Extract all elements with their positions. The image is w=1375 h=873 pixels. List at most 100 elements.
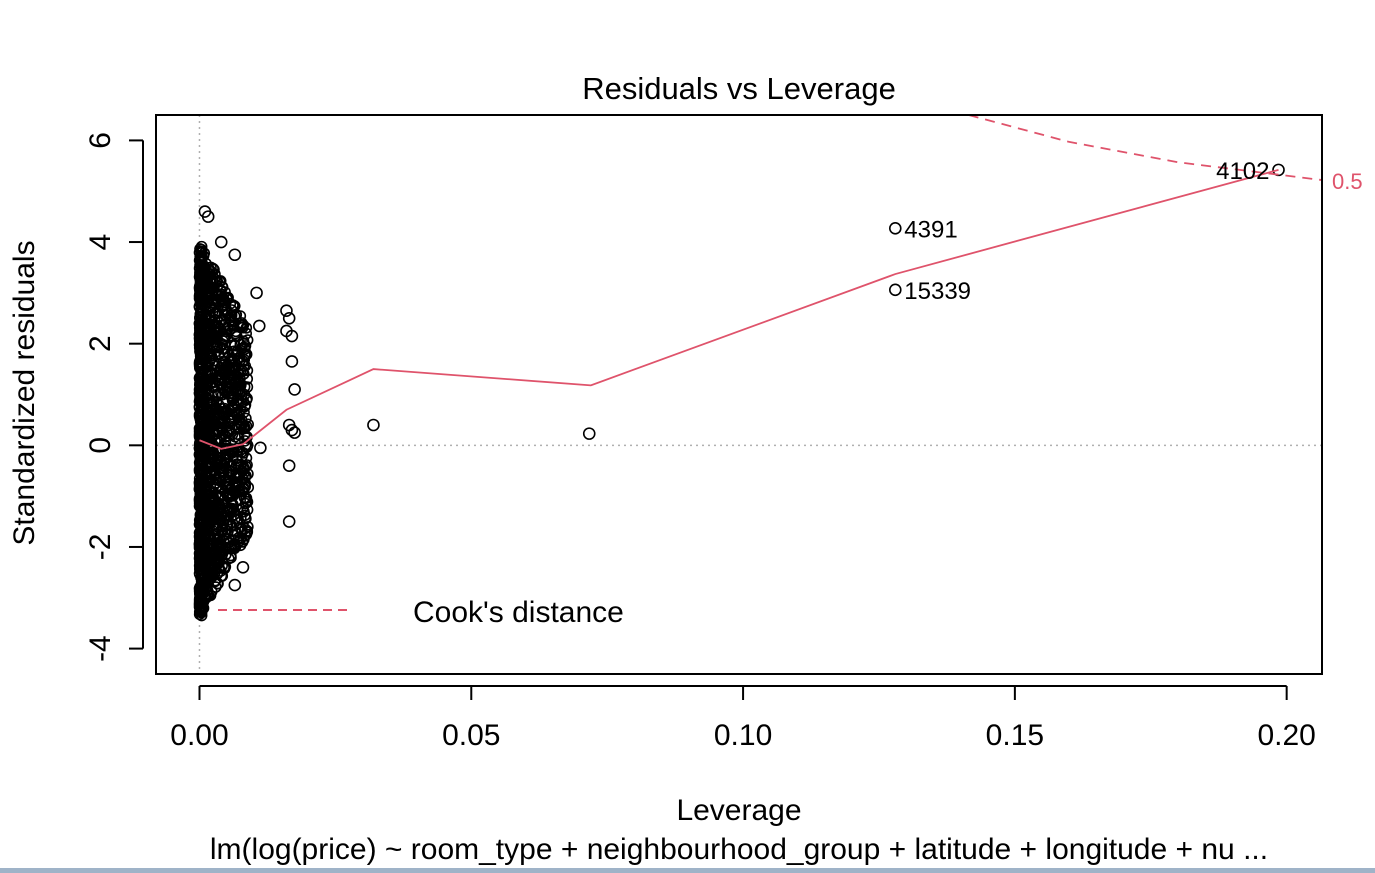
point-label: 4102 (1216, 158, 1269, 185)
data-point (195, 350, 208, 363)
data-point (236, 560, 250, 574)
data-point (195, 393, 208, 405)
data-point (195, 378, 208, 390)
data-point (285, 329, 299, 343)
data-point (195, 606, 208, 619)
data-point (195, 396, 208, 408)
data-point (229, 485, 242, 498)
data-point (221, 519, 234, 532)
data-point (195, 344, 208, 357)
data-point (230, 308, 243, 321)
data-point (239, 478, 251, 490)
data-point (195, 518, 208, 530)
data-point (285, 423, 299, 437)
data-point (195, 326, 208, 338)
data-point (217, 365, 230, 377)
data-point (208, 554, 220, 567)
data-point (214, 481, 226, 493)
data-point (202, 261, 214, 274)
data-point (195, 576, 208, 588)
data-point (215, 417, 227, 429)
data-point (195, 597, 208, 610)
data-point (195, 249, 208, 262)
data-point (195, 542, 208, 555)
data-point (195, 521, 208, 533)
data-point (195, 347, 208, 360)
data-point (230, 376, 242, 389)
data-point (195, 478, 208, 491)
data-point (195, 280, 208, 293)
data-point (195, 286, 208, 299)
data-point (195, 564, 208, 576)
data-point (195, 496, 208, 509)
data-point (224, 487, 237, 499)
chart-title: Residuals vs Leverage (582, 71, 896, 106)
data-point (285, 355, 299, 368)
data-point (195, 515, 208, 527)
data-point (195, 295, 208, 308)
y-axis-label: Standardized residuals (8, 240, 41, 545)
data-point (195, 469, 208, 482)
cooks-contour-label: 0.5 (1332, 169, 1363, 194)
data-point (195, 585, 208, 597)
data-point (195, 475, 208, 488)
data-point (195, 332, 208, 344)
data-point (195, 399, 208, 411)
data-point (195, 356, 208, 369)
data-point (195, 512, 208, 524)
data-point (195, 442, 208, 454)
data-point (232, 393, 245, 406)
data-point (195, 551, 208, 564)
x-tick-label: 0.05 (442, 719, 500, 752)
zero-leverage-column (195, 240, 208, 622)
data-point (195, 365, 208, 378)
data-point (216, 372, 229, 384)
data-point (195, 313, 208, 326)
point-label: 15339 (904, 278, 971, 305)
data-point (217, 293, 230, 305)
data-point (236, 526, 248, 538)
y-axis: 6 4 2 0 -2 -4 (84, 132, 144, 662)
data-point (213, 462, 225, 475)
data-point (233, 388, 246, 401)
data-point (239, 497, 252, 510)
y-tick-label: -4 (84, 635, 117, 662)
data-point (195, 277, 208, 290)
data-point (233, 470, 245, 482)
data-point (252, 319, 266, 333)
data-point (214, 475, 227, 487)
data-point (226, 428, 239, 441)
data-point (220, 430, 232, 443)
data-point (195, 506, 208, 518)
data-point (210, 331, 223, 344)
data-point (195, 374, 208, 387)
data-point (282, 515, 296, 528)
data-point (1272, 163, 1285, 177)
data-point (241, 364, 254, 377)
data-point (214, 235, 228, 249)
model-formula-subtitle: lm(log(price) ~ room_type + neighbourhoo… (210, 833, 1268, 866)
plot-frame (155, 114, 1323, 675)
data-point (195, 417, 208, 430)
data-point (220, 407, 233, 419)
data-point (195, 481, 208, 494)
data-point (195, 451, 208, 463)
data-point (195, 582, 208, 594)
data-point (195, 268, 208, 280)
y-tick-label: 4 (84, 234, 117, 251)
data-point (195, 390, 208, 402)
data-point (195, 243, 208, 256)
data-point (225, 543, 237, 555)
data-point (288, 426, 301, 439)
point-label: 4391 (904, 216, 957, 243)
smoother-line (199, 169, 1279, 450)
data-point (195, 499, 208, 512)
data-point (195, 573, 208, 585)
data-point (195, 368, 208, 381)
data-point (228, 578, 242, 592)
data-point (195, 588, 208, 601)
data-point (582, 427, 596, 440)
data-point (226, 392, 239, 404)
data-point (207, 529, 220, 542)
